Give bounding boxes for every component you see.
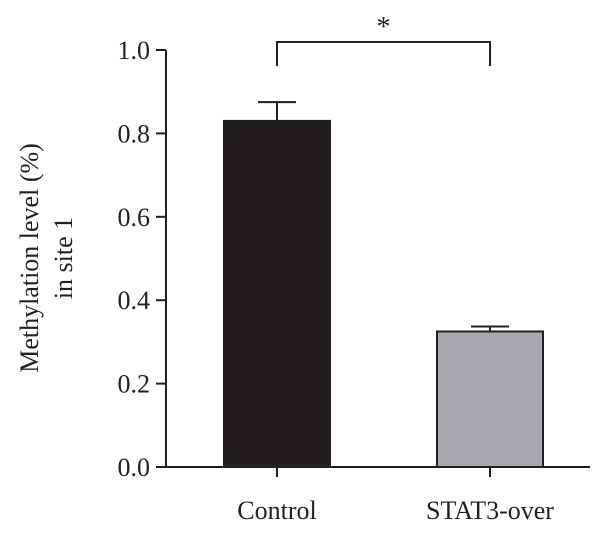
y-tick-label: 0.6	[118, 203, 151, 232]
y-axis-title-line: in site 1	[49, 217, 78, 299]
significance-annotation: *	[276, 12, 491, 66]
significance-star: *	[377, 12, 391, 43]
y-tick-label: 1.0	[118, 36, 151, 65]
y-tick-label: 0.0	[118, 453, 151, 482]
bars	[223, 119, 544, 468]
x-tick-label: Control	[237, 496, 316, 525]
x-axis: Control STAT3-over	[166, 466, 590, 525]
y-axis-label: Methylation level (%) in site 1	[15, 143, 78, 373]
bar-control	[223, 119, 331, 468]
significance-bracket	[276, 41, 491, 66]
y-axis: 0.0 0.2 0.4 0.6 0.8 1.0	[118, 36, 167, 482]
y-axis-title-line: Methylation level (%)	[15, 143, 44, 373]
bar-stat3-over	[436, 330, 544, 468]
error-bars	[258, 101, 509, 332]
x-tick-label: STAT3-over	[426, 496, 554, 525]
y-tick-label: 0.8	[118, 119, 151, 148]
y-tick-label: 0.4	[118, 286, 151, 315]
y-tick-label: 0.2	[118, 370, 151, 399]
